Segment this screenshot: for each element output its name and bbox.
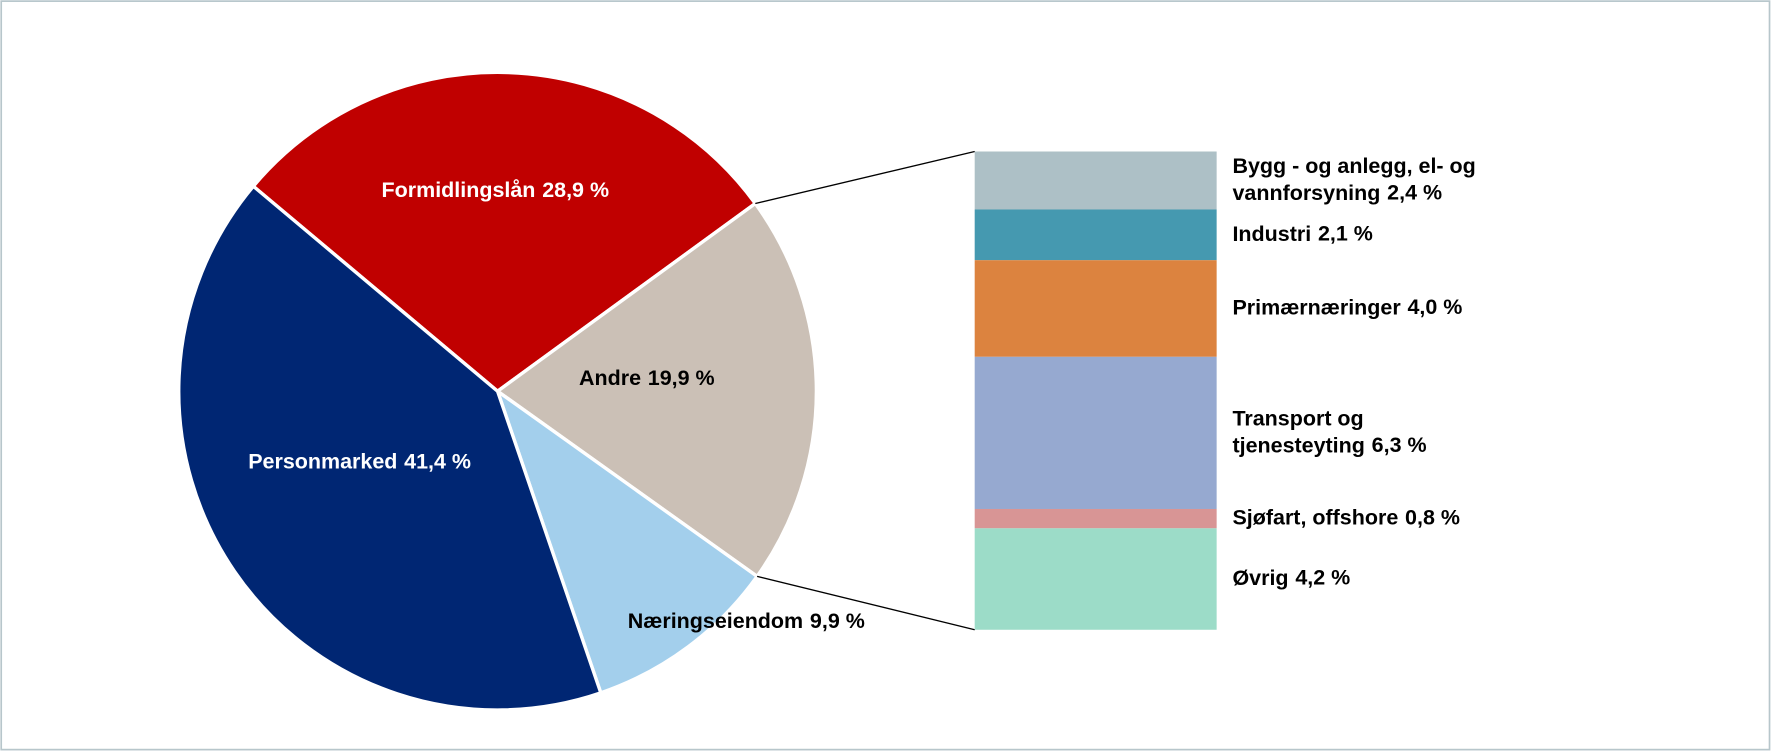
bar-label-value: 6,3 % [1372, 433, 1427, 457]
bar-label-name: Sjøfart, offshore [1232, 505, 1398, 529]
pie-label-value: 28,9 % [542, 178, 609, 202]
bar-label-value: 4,0 % [1407, 295, 1462, 319]
pie-slice [494, 386, 760, 696]
pie-label: Personmarked 41,4 % [248, 449, 471, 473]
pie-label-name: Personmarked [248, 449, 397, 473]
bar-segment [974, 209, 1217, 261]
pie-slice [494, 201, 819, 579]
pie-label-value: 9,9 % [810, 609, 865, 633]
bar-segment [974, 260, 1217, 357]
pie-label: Andre 19,9 % [579, 365, 715, 389]
bar-label-name: Primærnæringer [1232, 295, 1401, 319]
bar-label-line: vannforsyning [1232, 181, 1380, 205]
bar-segment [974, 528, 1217, 630]
bar-label-line: tjenesteyting [1232, 433, 1364, 457]
pie-label-value: 19,9 % [648, 365, 715, 389]
pie-label-name: Andre [579, 365, 641, 389]
bar-label-line: Primærnæringer [1232, 295, 1401, 319]
bar-label-line: Bygg - og anlegg, el- og [1232, 154, 1475, 178]
bar-label-line: Transport og [1232, 406, 1363, 430]
pie-label: Formidlingslån 28,9 % [382, 178, 610, 202]
bar-segment [974, 508, 1217, 529]
pie-label-name: Formidlingslån [382, 178, 536, 202]
pie-label: Næringseiendom 9,9 % [628, 609, 865, 633]
bar-label-line: Industri [1232, 222, 1311, 246]
bar-segment [974, 151, 1217, 210]
bar-label-name: Industri [1232, 222, 1311, 246]
bar-label-line: Sjøfart, offshore [1232, 505, 1398, 529]
pie-slice [177, 183, 603, 712]
bar-label-name: Transport og tjenesteyting [1232, 406, 1364, 457]
connector-line [755, 150, 975, 205]
bar-label-value: 0,8 % [1405, 505, 1460, 529]
bar-label-value: 2,1 % [1318, 222, 1373, 246]
bar-label-line: Øvrig [1232, 566, 1288, 590]
pie-slice [250, 70, 758, 394]
bar-label-value: 4,2 % [1295, 566, 1350, 590]
bar-label-value: 2,4 % [1387, 181, 1442, 205]
bar-segment [974, 356, 1217, 509]
bar-label-name: Øvrig [1232, 566, 1288, 590]
pie-label-name: Næringseiendom [628, 609, 803, 633]
connector-line [756, 575, 975, 631]
bar-label-name: Bygg - og anlegg, el- og vannforsyning [1232, 154, 1475, 205]
pie-label-value: 41,4 % [404, 449, 471, 473]
